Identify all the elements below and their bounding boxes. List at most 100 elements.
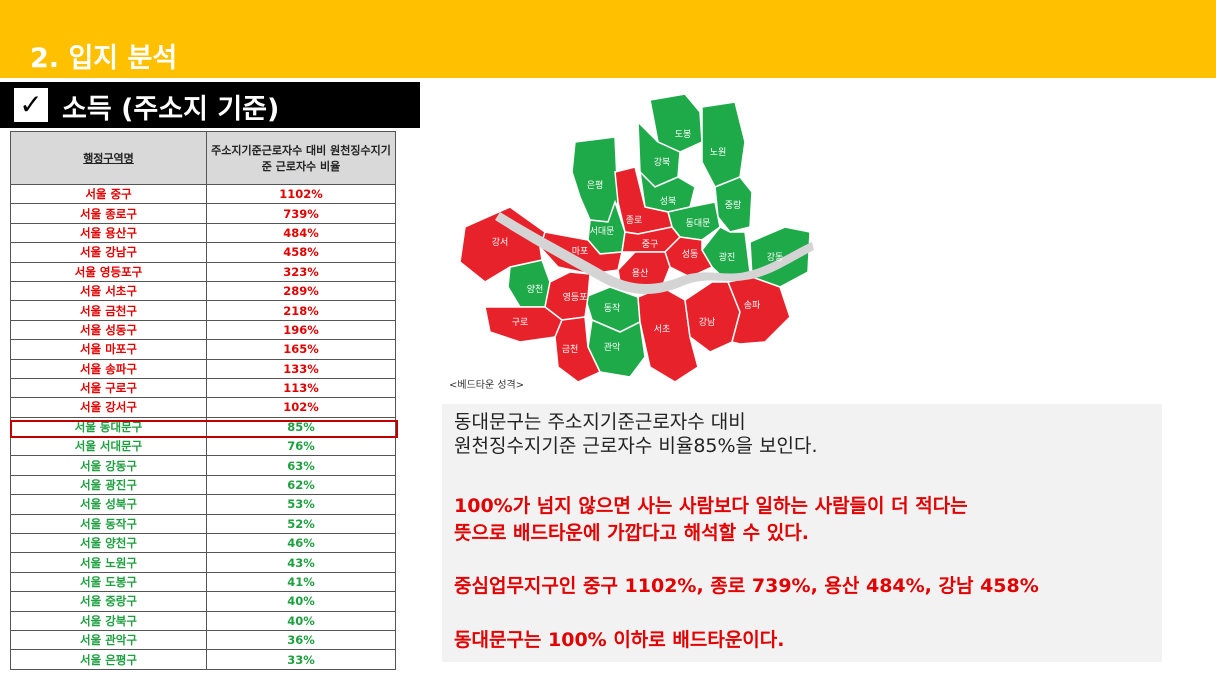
income-table: 행정구역명 주소지기준근로자수 대비 원천징수지기준 근로자수 비율 서울 중구…: [10, 131, 396, 670]
table-row: 서울 강남구 458%: [10, 242, 396, 263]
map-district-yangcheon: [507, 259, 551, 308]
cell-district-name: 서울 서대문구: [10, 436, 207, 457]
analysis-highlight-3: 동대문구는 100% 이하로 배드타운이다.: [454, 629, 785, 651]
cell-ratio-value: 33%: [206, 649, 396, 670]
table-row: 서울 성북구 53%: [10, 494, 396, 515]
map-district-seongdong: [664, 236, 714, 278]
cell-district-name: 서울 중구: [10, 183, 207, 205]
analysis-highlight-2: 중심업무지구인 중구 1102%, 종로 739%, 용산 484%, 강남 4…: [454, 575, 1039, 597]
cell-ratio-value: 113%: [206, 377, 396, 399]
map-label-seodaemun: 서대문: [590, 226, 615, 237]
cell-district-name: 서울 구로구: [10, 377, 207, 399]
page-title: 2. 입지 분석: [30, 43, 178, 74]
cell-district-name: 서울 영등포구: [10, 261, 207, 282]
cell-ratio-value: 133%: [206, 358, 396, 379]
map-label-gangnam: 강남: [699, 317, 716, 328]
analysis-paragraph: 동대문구는 주소지기준근로자수 대비 원천징수지기준 근로자수 비율85%을 보…: [454, 411, 818, 457]
map-label-gwangjin: 광진: [719, 251, 736, 263]
map-district-nowon: [701, 101, 746, 188]
map-label-guro: 구로: [512, 317, 529, 328]
cell-ratio-value: 63%: [206, 455, 396, 476]
cell-district-name: 서울 종로구: [10, 203, 207, 224]
cell-district-name: 서울 광진구: [10, 474, 207, 496]
cell-district-name: 서울 마포구: [10, 339, 207, 360]
cell-ratio-value: 102%: [206, 397, 396, 418]
table-row: 서울 송파구 133%: [10, 358, 396, 379]
table-row: 서울 강북구 40%: [10, 610, 396, 631]
cell-ratio-value: 40%: [206, 591, 396, 612]
cell-district-name: 서울 송파구: [10, 358, 207, 379]
map-label-yongsan: 용산: [632, 268, 649, 279]
map-caption: <베드타운 성격>: [449, 380, 525, 391]
cell-ratio-value: 43%: [206, 552, 396, 573]
table-row: 서울 강서구 102%: [10, 397, 396, 418]
table-row: 서울 구로구 113%: [10, 377, 396, 399]
cell-ratio-value: 41%: [206, 571, 396, 593]
map-label-jung: 중구: [642, 239, 659, 250]
map-label-gangdong: 강동: [767, 252, 784, 263]
table-row: 서울 서초구 289%: [10, 280, 396, 302]
map-label-dobong: 도봉: [675, 129, 692, 140]
column-header-district: 행정구역명: [10, 131, 207, 185]
cell-district-name: 서울 관악구: [10, 629, 207, 651]
column-header-ratio: 주소지기준근로자수 대비 원천징수지기준 근로자수 비율: [206, 131, 396, 185]
map-district-gangseo: [459, 206, 546, 283]
cell-ratio-value: 484%: [206, 222, 396, 244]
cell-ratio-value: 323%: [206, 261, 396, 282]
table-row: 서울 금천구 218%: [10, 300, 396, 321]
cell-district-name: 서울 강남구: [10, 242, 207, 263]
map-label-dongdaemun: 동대문: [686, 218, 711, 229]
cell-ratio-value: 165%: [206, 339, 396, 360]
section-subtitle-bar: ✓ 소득 (주소지 기준): [0, 82, 420, 128]
cell-district-name: 서울 동작구: [10, 513, 207, 535]
map-label-nowon: 노원: [710, 147, 727, 158]
cell-ratio-value: 52%: [206, 513, 396, 535]
map-district-geumcheon: [554, 316, 602, 383]
table-row: 서울 중구 1102%: [10, 183, 396, 205]
highlight-box-dongdaemun: [10, 420, 398, 438]
cell-district-name: 서울 양천구: [10, 533, 207, 554]
cell-ratio-value: 40%: [206, 610, 396, 631]
cell-district-name: 서울 용산구: [10, 222, 207, 244]
table-row: 서울 성동구 196%: [10, 319, 396, 341]
cell-ratio-value: 218%: [206, 300, 396, 321]
cell-district-name: 서울 강서구: [10, 397, 207, 418]
map-label-dongjak: 동작: [604, 303, 621, 314]
table-row: 서울 강동구 63%: [10, 455, 396, 476]
map-label-yangcheon: 양천: [527, 284, 544, 295]
cell-district-name: 서울 금천구: [10, 300, 207, 321]
map-label-seongbuk: 성북: [660, 196, 677, 207]
cell-district-name: 서울 서초구: [10, 280, 207, 302]
cell-district-name: 서울 중랑구: [10, 591, 207, 612]
cell-ratio-value: 36%: [206, 629, 396, 651]
table-row: 서울 도봉구 41%: [10, 571, 396, 593]
check-icon: ✓: [14, 88, 48, 122]
table-row: 서울 용산구 484%: [10, 222, 396, 244]
table-row: 서울 영등포구 323%: [10, 261, 396, 282]
table-body: 서울 중구 1102% 서울 종로구 739% 서울 용산구 484% 서울 강남구 458%…: [10, 183, 396, 670]
income-table-container: 행정구역명 주소지기준근로자수 대비 원천징수지기준 근로자수 비율 서울 중구…: [10, 131, 396, 670]
cell-district-name: 서울 강동구: [10, 455, 207, 476]
table-row: 서울 은평구 33%: [10, 649, 396, 670]
cell-district-name: 서울 은평구: [10, 649, 207, 670]
map-district-eunpyeong: [571, 136, 619, 223]
cell-district-name: 서울 강북구: [10, 610, 207, 631]
map-han-river: [495, 212, 814, 294]
seoul-map: 도봉 노원 강북 은평 성북 중랑 종로 동대문 서대문 강서 마포 중구 성동…: [440, 82, 820, 392]
table-row: 서울 양천구 46%: [10, 533, 396, 554]
map-label-geumcheon: 금천: [562, 344, 579, 355]
map-label-jungnang: 중랑: [725, 199, 742, 211]
header-band: 2. 입지 분석: [0, 0, 1216, 78]
cell-district-name: 서울 성북구: [10, 494, 207, 515]
table-row: 서울 광진구 62%: [10, 474, 396, 496]
cell-ratio-value: 739%: [206, 203, 396, 224]
map-label-gangseo: 강서: [492, 237, 509, 248]
map-label-seocho: 서초: [654, 324, 671, 335]
map-label-gwanak: 관악: [604, 341, 621, 353]
map-label-gangbuk: 강북: [654, 157, 671, 168]
table-row: 서울 관악구 36%: [10, 629, 396, 651]
map-label-eunpyeong: 은평: [587, 180, 604, 191]
table-row: 서울 중랑구 40%: [10, 591, 396, 612]
cell-ratio-value: 458%: [206, 242, 396, 263]
section-subtitle: 소득 (주소지 기준): [62, 94, 280, 125]
